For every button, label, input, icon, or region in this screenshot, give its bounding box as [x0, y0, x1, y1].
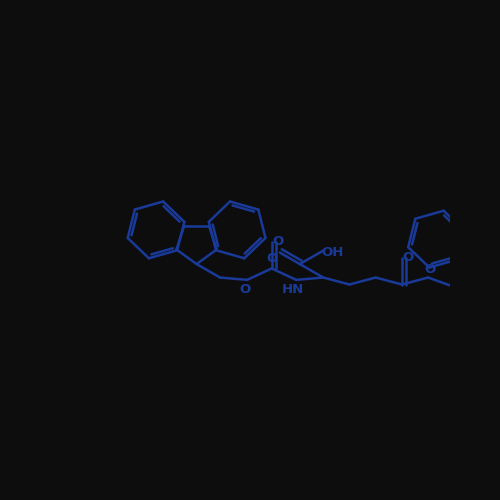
Text: O: O — [402, 251, 413, 264]
Text: O: O — [266, 252, 278, 266]
Text: O: O — [239, 282, 250, 296]
Text: HN: HN — [282, 284, 304, 296]
Text: O: O — [424, 264, 436, 276]
Text: O: O — [272, 235, 283, 248]
Text: OH: OH — [322, 246, 344, 258]
